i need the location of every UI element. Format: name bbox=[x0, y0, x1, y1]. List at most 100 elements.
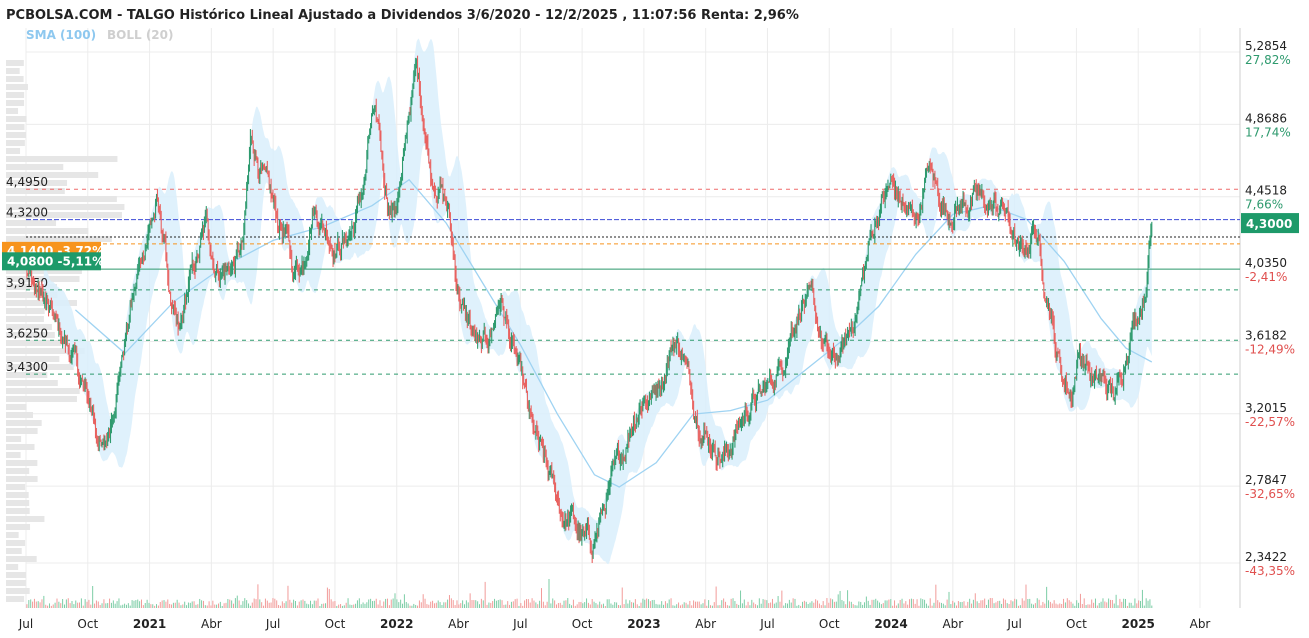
y-tick-percent: 7,66% bbox=[1245, 198, 1283, 212]
profile-bar bbox=[6, 380, 58, 386]
profile-bar bbox=[6, 92, 25, 98]
profile-bar bbox=[6, 452, 21, 458]
profile-bar bbox=[6, 60, 24, 66]
profile-bar bbox=[6, 556, 37, 562]
x-tick-label: 2023 bbox=[627, 617, 660, 631]
profile-bar bbox=[6, 420, 42, 426]
profile-bar bbox=[6, 572, 27, 578]
profile-bar bbox=[6, 188, 65, 194]
legend-boll[interactable]: BOLL (20) bbox=[107, 28, 174, 42]
profile-bar bbox=[6, 436, 22, 442]
x-tick-label: Oct bbox=[1066, 617, 1087, 631]
y-tick-label: 3,6182 bbox=[1245, 328, 1287, 342]
x-tick-label: Abr bbox=[942, 617, 963, 631]
level-label: 4,4950 bbox=[6, 175, 48, 189]
y-tick-label: 4,0350 bbox=[1245, 256, 1287, 270]
profile-bar bbox=[6, 500, 30, 506]
profile-bar bbox=[6, 332, 55, 338]
profile-bar bbox=[6, 580, 26, 586]
profile-bar bbox=[6, 548, 22, 554]
profile-bar bbox=[6, 220, 57, 226]
level-label: 3,9150 bbox=[6, 276, 48, 290]
level-label: 4,3200 bbox=[6, 206, 48, 220]
profile-bar bbox=[6, 140, 25, 146]
x-tick-label: Abr bbox=[1190, 617, 1211, 631]
level-label: 3,6250 bbox=[6, 326, 48, 340]
profile-bar bbox=[6, 148, 21, 154]
profile-bar bbox=[6, 316, 44, 322]
x-tick-label: Jul bbox=[1006, 617, 1021, 631]
y-tick-percent: -43,35% bbox=[1245, 564, 1295, 578]
profile-bar bbox=[6, 340, 62, 346]
x-tick-label: Abr bbox=[695, 617, 716, 631]
y-tick-label: 2,7847 bbox=[1245, 473, 1287, 487]
profile-bar bbox=[6, 372, 48, 378]
profile-bar bbox=[6, 116, 27, 122]
y-tick-label: 3,2015 bbox=[1245, 401, 1287, 415]
profile-bar bbox=[6, 212, 122, 218]
y-tick-percent: -2,41% bbox=[1245, 270, 1287, 284]
x-tick-label: Jul bbox=[18, 617, 33, 631]
level-label: 3,4300 bbox=[6, 360, 48, 374]
x-tick-label: 2025 bbox=[1122, 617, 1155, 631]
profile-bar bbox=[6, 300, 77, 306]
y-tick-percent: 17,74% bbox=[1245, 125, 1291, 139]
profile-bar bbox=[6, 324, 52, 330]
profile-bar bbox=[6, 540, 26, 546]
profile-bar bbox=[6, 84, 28, 90]
profile-bar bbox=[6, 364, 74, 370]
x-tick-label: 2021 bbox=[133, 617, 166, 631]
profile-bar bbox=[6, 484, 26, 490]
profile-bar bbox=[6, 412, 34, 418]
profile-bar bbox=[6, 348, 85, 354]
last-price-box bbox=[1241, 213, 1299, 234]
sma-line bbox=[74, 178, 1153, 488]
profile-bar bbox=[6, 532, 19, 538]
x-tick-label: 2024 bbox=[874, 617, 907, 631]
profile-bar bbox=[6, 108, 19, 114]
last-price-text: 4,3000 bbox=[1246, 217, 1292, 231]
profile-bar bbox=[6, 524, 31, 530]
profile-bar bbox=[6, 172, 99, 178]
profile-bar bbox=[6, 164, 64, 170]
profile-bar bbox=[6, 156, 118, 162]
x-tick-label: Oct bbox=[77, 617, 98, 631]
legend-sma[interactable]: SMA (100) bbox=[26, 28, 96, 42]
y-tick-percent: 27,82% bbox=[1245, 53, 1291, 67]
x-tick-label: Oct bbox=[325, 617, 346, 631]
price-tags: 4,1400 -3,72%4,0800 -5,11%4,3000 bbox=[2, 213, 1299, 271]
profile-bar bbox=[6, 356, 60, 362]
profile-bar bbox=[6, 444, 35, 450]
chart-title: PCBOLSA.COM - TALGO Histórico Lineal Aju… bbox=[6, 8, 799, 23]
profile-bar bbox=[6, 132, 26, 138]
x-tick-label: Abr bbox=[201, 617, 222, 631]
y-tick-label: 5,2854 bbox=[1245, 39, 1287, 53]
x-tick-label: 2022 bbox=[380, 617, 413, 631]
y-tick-percent: -12,49% bbox=[1245, 342, 1295, 356]
profile-bar bbox=[6, 292, 58, 298]
x-tick-label: Oct bbox=[819, 617, 840, 631]
profile-bar bbox=[6, 460, 38, 466]
profile-bar bbox=[6, 68, 20, 74]
profile-bar bbox=[6, 596, 25, 602]
grid bbox=[25, 28, 1241, 608]
x-tick-label: Jul bbox=[265, 617, 280, 631]
profile-bar bbox=[6, 428, 38, 434]
price-tag-text: 4,0800 -5,11% bbox=[7, 254, 104, 268]
volume-bars bbox=[26, 579, 1153, 608]
price-tag-box bbox=[2, 252, 101, 271]
profile-bar bbox=[6, 76, 24, 82]
profile-bar bbox=[6, 228, 89, 234]
profile-bar bbox=[6, 124, 25, 130]
profile-bar bbox=[6, 236, 112, 242]
profile-bar bbox=[6, 396, 77, 402]
profile-bar bbox=[6, 388, 80, 394]
profile-bar bbox=[6, 276, 80, 282]
price-series bbox=[26, 55, 1153, 564]
x-tick-label: Oct bbox=[572, 617, 593, 631]
y-tick-label: 4,4518 bbox=[1245, 184, 1287, 198]
profile-bar bbox=[6, 100, 25, 106]
